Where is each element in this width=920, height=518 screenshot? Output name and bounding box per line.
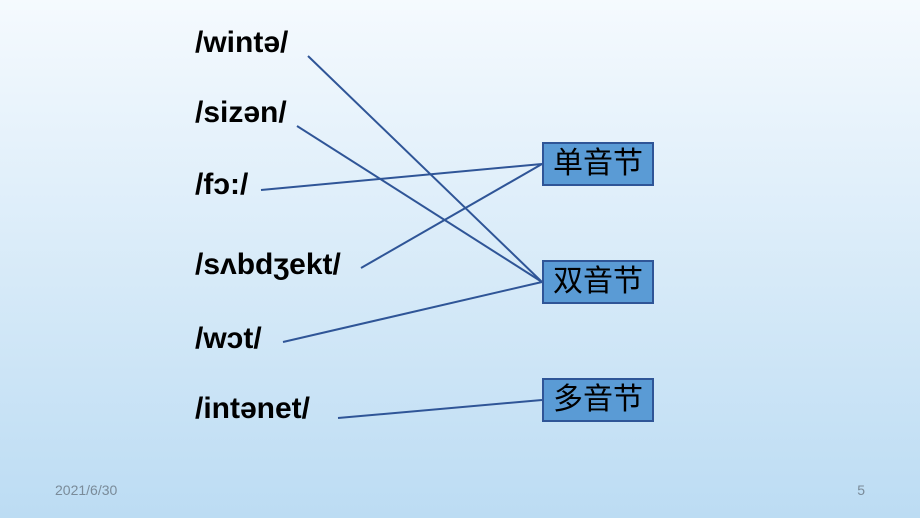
- phonetic-word-4: /wɔt/: [195, 322, 262, 356]
- footer-page-number: 5: [857, 482, 865, 498]
- slide-background: [0, 0, 920, 518]
- phonetic-word-2: /fɔ:/: [195, 168, 248, 202]
- phonetic-word-0: /wintə/: [195, 26, 288, 60]
- footer-date: 2021/6/30: [55, 482, 117, 498]
- phonetic-word-5: /intənet/: [195, 392, 310, 426]
- phonetic-word-1: /sizən/: [195, 96, 287, 130]
- phonetic-word-3: /sʌbdʒekt/: [195, 248, 341, 282]
- category-box-2: 多音节: [542, 378, 654, 422]
- category-box-1: 双音节: [542, 260, 654, 304]
- category-box-0: 单音节: [542, 142, 654, 186]
